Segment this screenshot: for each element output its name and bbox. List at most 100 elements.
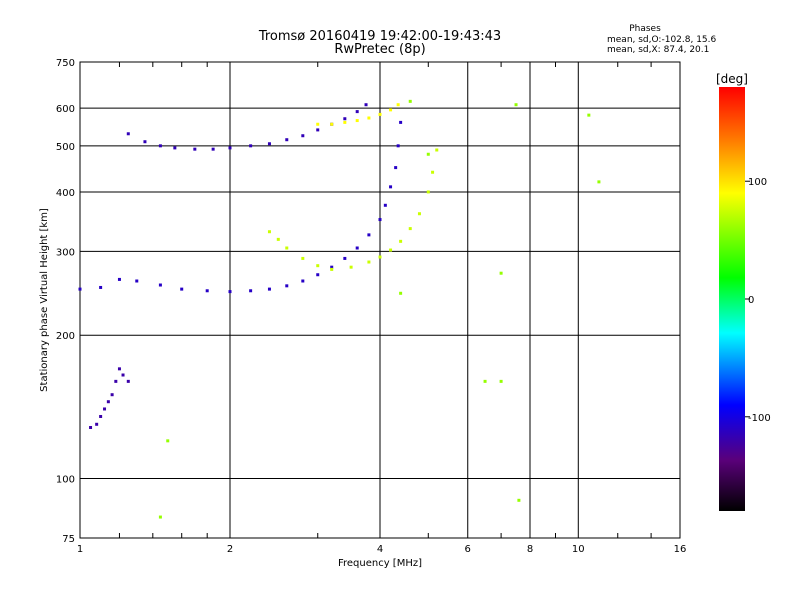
data-point	[117, 367, 121, 371]
data-point	[249, 144, 253, 148]
data-point	[389, 248, 393, 252]
data-point	[99, 414, 103, 418]
x-tick-label: 10	[572, 544, 585, 555]
data-point	[89, 425, 93, 429]
data-point	[126, 132, 130, 136]
data-point	[193, 147, 197, 151]
colorbar-tick-label: 0	[748, 295, 754, 306]
data-point	[78, 287, 82, 291]
data-point	[396, 103, 400, 107]
data-point	[285, 246, 289, 250]
data-point	[110, 393, 114, 397]
data-point	[343, 120, 347, 124]
data-point	[276, 237, 280, 241]
data-point	[249, 289, 253, 293]
y-tick-label: 600	[56, 104, 75, 115]
data-point	[597, 180, 601, 184]
data-point	[316, 128, 320, 132]
data-point	[267, 142, 271, 146]
x-tick-label: 4	[377, 544, 383, 555]
data-point	[408, 227, 412, 231]
data-point	[426, 152, 430, 156]
x-tick-label: 1	[77, 544, 83, 555]
data-point	[514, 103, 518, 107]
data-point	[399, 120, 403, 124]
x-axis-label: Frequency [MHz]	[338, 558, 422, 569]
data-point	[228, 290, 232, 294]
data-point	[117, 277, 121, 281]
data-point	[396, 144, 400, 148]
colorbar-tick-label: 100	[748, 177, 767, 188]
data-point	[103, 407, 107, 411]
data-points	[78, 99, 601, 519]
data-point	[355, 110, 359, 114]
data-point	[399, 239, 403, 243]
x-tick-label: 16	[674, 544, 687, 555]
data-point	[285, 284, 289, 288]
grid-lines	[80, 62, 680, 538]
data-point	[95, 422, 99, 426]
y-tick-label: 100	[56, 475, 75, 486]
stats-heading: Phases	[629, 24, 661, 34]
data-point	[364, 103, 368, 107]
chart-title: Tromsø 20160419 19:42:00-19:43:43	[258, 29, 501, 44]
data-point	[383, 203, 387, 207]
y-axis-label: Stationary phase Virtual Height [km]	[39, 208, 50, 392]
data-point	[330, 267, 334, 271]
data-point	[180, 287, 184, 291]
colorbar: [deg] 100 0 -100	[716, 72, 771, 511]
data-point	[135, 279, 139, 283]
y-tick-label: 75	[62, 534, 75, 545]
data-point	[389, 108, 393, 112]
data-point	[301, 134, 305, 138]
y-tick-label: 200	[56, 331, 75, 342]
data-point	[378, 218, 382, 222]
x-tick-label: 6	[465, 544, 471, 555]
data-point	[316, 122, 320, 126]
data-point	[173, 146, 177, 150]
data-point	[417, 212, 421, 216]
data-point	[483, 379, 487, 383]
data-point	[355, 246, 359, 250]
data-point	[267, 230, 271, 234]
stats-line-o: mean, sd,O:-102.8, 15.6	[607, 35, 717, 45]
data-point	[431, 170, 435, 174]
data-point	[426, 190, 430, 194]
data-point	[408, 99, 412, 103]
x-tick-label: 2	[227, 544, 233, 555]
data-point	[330, 122, 334, 126]
data-point	[355, 119, 359, 123]
data-point	[158, 515, 162, 519]
data-point	[499, 271, 503, 275]
data-point	[158, 144, 162, 148]
data-point	[367, 233, 371, 237]
chart-subtitle: RwPretec (8p)	[334, 42, 425, 57]
y-tick-label: 400	[56, 188, 75, 199]
data-point	[499, 379, 503, 383]
data-point	[349, 265, 353, 269]
stats-line-x: mean, sd,X: 87.4, 20.1	[607, 45, 709, 55]
data-point	[106, 400, 110, 404]
data-point	[435, 148, 439, 152]
data-point	[378, 255, 382, 259]
plot-area: 1 2 4 6 8 10 16 75 100 200 300 400 500 600 750	[56, 58, 686, 555]
colorbar-tick-label: -100	[748, 413, 771, 424]
data-point	[316, 264, 320, 268]
data-point	[587, 113, 591, 117]
data-point	[301, 256, 305, 260]
data-point	[378, 112, 382, 116]
data-point	[228, 146, 232, 150]
colorbar-gradient	[719, 87, 745, 511]
data-point	[316, 273, 320, 277]
data-point	[166, 439, 170, 443]
data-point	[99, 285, 103, 289]
data-point	[394, 166, 398, 170]
data-point	[389, 185, 393, 189]
data-point	[343, 256, 347, 260]
data-point	[114, 379, 118, 383]
data-point	[267, 287, 271, 291]
data-point	[143, 140, 147, 144]
y-axis-ticks: 75 100 200 300 400 500 600 750	[56, 58, 75, 545]
x-tick-label: 8	[527, 544, 533, 555]
